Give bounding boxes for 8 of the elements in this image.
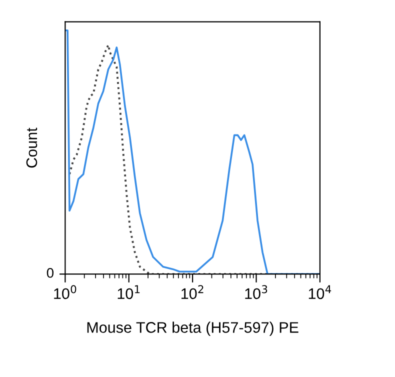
x-axis-title: Mouse TCR beta (H57-597) PE [87, 322, 298, 336]
x-tick-label: 10$^{4}$ [308, 285, 332, 300]
x-tick-label: 10$^{2}$ [182, 285, 204, 300]
y-axis-title: Count [26, 128, 38, 168]
text: 0 [46, 268, 54, 278]
x-tick-label: 10$^{0}$ [54, 285, 76, 300]
x-tick-label: 10$^{1}$ [118, 285, 140, 300]
x-tick-label: 10$^{3}$ [245, 285, 268, 300]
